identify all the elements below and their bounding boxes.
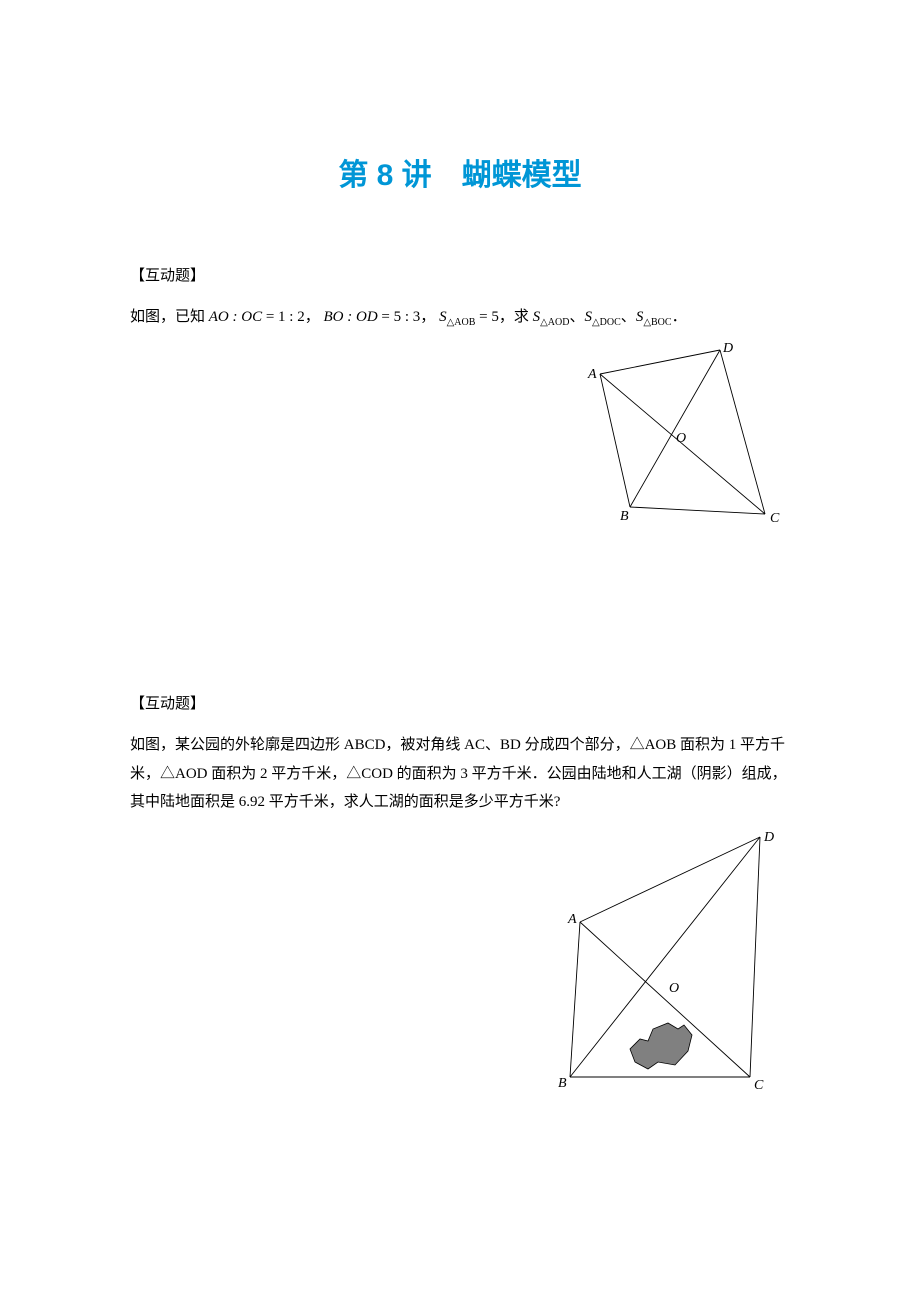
svg-text:O: O [669, 981, 679, 996]
p1-s1: S [533, 309, 541, 325]
page-title: 第 8 讲 蝴蝶模型 [130, 150, 790, 194]
p1-ratio1-eq: = 1 : 2 [262, 309, 305, 325]
p1-ask: ，求 [499, 309, 533, 325]
p1-sep1: ， [305, 309, 320, 325]
p1-sep2: ， [420, 309, 435, 325]
p1-ratio2-lhs: BO : OD [324, 309, 378, 325]
p1-ratio1-lhs: AO : OC [209, 309, 262, 325]
p1-d1: 、 [569, 309, 584, 325]
problem2-label: 【互动题】 [130, 692, 790, 713]
p1-s-aob: S [439, 309, 447, 325]
svg-text:B: B [558, 1076, 567, 1091]
p1-period: ． [672, 309, 687, 325]
problem1-figure: A B C D O [570, 342, 780, 532]
problem1-label: 【互动题】 [130, 264, 790, 285]
svg-text:A: A [567, 912, 577, 927]
svg-text:D: D [722, 342, 733, 356]
svg-text:D: D [763, 830, 774, 845]
p1-ratio2-eq: = 5 : 3 [378, 309, 421, 325]
problem2-figure: A B C D O [550, 827, 780, 1097]
p2-line1: 如图，某公园的外轮廓是四边形 ABCD，被对角线 AC、BD 分成四个部分，△A… [130, 737, 787, 810]
svg-text:C: C [770, 511, 780, 526]
svg-text:B: B [620, 509, 629, 524]
problem2-text: 如图，某公园的外轮廓是四边形 ABCD，被对角线 AC、BD 分成四个部分，△A… [130, 731, 790, 817]
svg-text:O: O [676, 431, 686, 446]
p1-s1-sub: △AOD [540, 317, 569, 328]
p1-s-aob-sub: △AOB [447, 317, 476, 328]
p1-s2-sub: △DOC [592, 317, 621, 328]
problem1-text: 如图，已知 AO : OC = 1 : 2， BO : OD = 5 : 3， … [130, 303, 790, 332]
p1-s2: S [584, 309, 592, 325]
p1-prefix: 如图，已知 [130, 309, 209, 325]
p1-s3-sub: △BOC [643, 317, 671, 328]
svg-text:A: A [587, 367, 597, 382]
svg-text:C: C [754, 1078, 764, 1093]
p1-d2: 、 [621, 309, 636, 325]
p1-s-aob-eq: = 5 [475, 309, 498, 325]
